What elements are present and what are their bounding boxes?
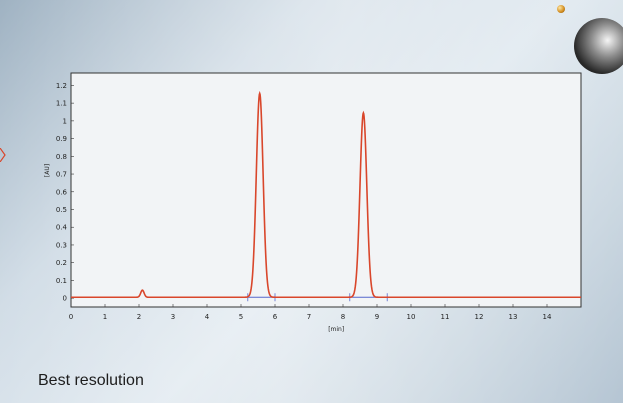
y-tick-label: 0.3 (56, 241, 67, 249)
x-tick-label: 0 (69, 313, 73, 321)
x-tick-label: 6 (273, 313, 278, 321)
x-tick-label: 2 (137, 313, 141, 321)
plot-frame (70, 72, 582, 308)
x-tick-label: 3 (171, 313, 175, 321)
integration-baselines (247, 293, 388, 302)
x-tick-label: 9 (375, 313, 379, 321)
x-tick-label: 11 (441, 313, 450, 321)
x-tick-label: 4 (205, 313, 210, 321)
y-tick-label: 0.2 (56, 259, 67, 267)
y-tick-label: 1.2 (56, 82, 67, 90)
caption-text: Best resolution (38, 372, 144, 389)
x-tick-label: 1 (103, 313, 107, 321)
x-tick-label: 5 (239, 313, 243, 321)
y-tick-label: 1.1 (56, 100, 67, 108)
orange-bead-decoration (557, 5, 565, 13)
y-tick-label: 0.9 (56, 135, 67, 143)
y-tick-label: 0.5 (56, 206, 67, 214)
x-axis-label: [min] (328, 326, 344, 333)
x-tick-label: 14 (543, 313, 552, 321)
arrow-mark-decoration (0, 148, 6, 162)
series-line (71, 90, 581, 299)
x-tick-label: 8 (341, 313, 345, 321)
x-axis: 0 1 2 3 4 5 6 7 8 9 10 11 12 13 14 (69, 304, 552, 321)
y-tick-label: 1 (63, 117, 67, 125)
y-tick-label: 0.7 (56, 171, 67, 179)
chrome-sphere-decoration (574, 18, 623, 74)
y-tick-label: 0.4 (56, 224, 68, 232)
y-tick-label: 0.6 (56, 188, 68, 196)
y-axis: 0 0.1 0.2 0.3 0.4 0.5 0.6 0.7 0.8 0.9 1 1.1 1.2 (56, 82, 74, 303)
y-tick-label: 0 (63, 295, 67, 303)
y-axis-label: [AU] (44, 164, 51, 177)
y-tick-label: 0.8 (56, 153, 67, 161)
x-tick-label: 7 (307, 313, 311, 321)
x-tick-label: 12 (475, 313, 484, 321)
x-tick-label: 10 (407, 313, 416, 321)
x-tick-label: 13 (509, 313, 518, 321)
y-tick-label: 0.1 (56, 277, 67, 285)
